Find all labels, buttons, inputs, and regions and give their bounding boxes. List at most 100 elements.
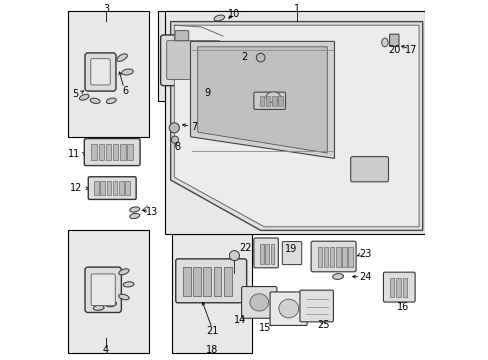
Text: 1: 1	[293, 4, 299, 14]
Bar	[270, 244, 274, 264]
FancyBboxPatch shape	[91, 274, 115, 306]
Text: 11: 11	[68, 149, 81, 159]
FancyBboxPatch shape	[282, 242, 301, 265]
Bar	[113, 144, 118, 160]
Circle shape	[256, 53, 264, 62]
Bar	[68, 11, 149, 137]
Ellipse shape	[106, 98, 116, 104]
Ellipse shape	[129, 207, 140, 212]
Bar	[193, 267, 201, 296]
Polygon shape	[174, 25, 418, 227]
Bar	[203, 267, 211, 296]
Polygon shape	[197, 47, 326, 153]
Bar	[223, 267, 231, 296]
Bar	[172, 234, 251, 353]
Bar	[125, 181, 129, 195]
Bar	[158, 11, 244, 101]
FancyBboxPatch shape	[84, 139, 140, 166]
Text: 10: 10	[227, 9, 239, 19]
Text: 18: 18	[205, 345, 218, 355]
Ellipse shape	[219, 37, 229, 42]
FancyBboxPatch shape	[350, 157, 387, 182]
Bar	[317, 247, 322, 267]
Text: 21: 21	[205, 326, 218, 336]
Text: 9: 9	[204, 87, 210, 98]
Text: 20: 20	[387, 45, 400, 55]
Text: 16: 16	[396, 302, 408, 312]
FancyBboxPatch shape	[85, 267, 121, 312]
Text: 25: 25	[317, 320, 329, 330]
Text: 6: 6	[122, 86, 128, 96]
Ellipse shape	[122, 69, 133, 75]
Bar	[329, 247, 334, 267]
Bar	[395, 278, 400, 297]
Ellipse shape	[123, 282, 134, 287]
Ellipse shape	[214, 15, 224, 21]
Polygon shape	[190, 41, 334, 158]
Bar	[335, 247, 340, 267]
Bar	[260, 96, 264, 106]
Text: 2: 2	[241, 51, 247, 62]
FancyBboxPatch shape	[85, 53, 116, 91]
Text: 5: 5	[72, 89, 78, 99]
FancyBboxPatch shape	[253, 92, 285, 109]
Ellipse shape	[381, 38, 387, 47]
Text: 19: 19	[284, 244, 296, 254]
Ellipse shape	[119, 294, 129, 300]
Text: 22: 22	[239, 243, 251, 253]
Text: 14: 14	[234, 315, 246, 325]
FancyBboxPatch shape	[175, 31, 188, 41]
Circle shape	[171, 136, 178, 143]
Bar	[347, 247, 352, 267]
Bar	[272, 96, 276, 106]
Bar	[402, 278, 407, 297]
FancyBboxPatch shape	[91, 59, 110, 85]
FancyBboxPatch shape	[166, 41, 220, 80]
Bar	[265, 244, 268, 264]
Bar	[342, 247, 346, 267]
Ellipse shape	[93, 305, 104, 310]
Text: 3: 3	[102, 4, 109, 14]
Bar	[127, 144, 133, 160]
Text: 13: 13	[145, 207, 158, 217]
Bar	[99, 144, 104, 160]
Ellipse shape	[80, 94, 89, 100]
Text: 7: 7	[191, 122, 197, 132]
Ellipse shape	[278, 299, 298, 318]
Ellipse shape	[117, 54, 127, 62]
Text: 8: 8	[175, 142, 181, 152]
Bar	[94, 181, 99, 195]
Bar	[260, 244, 263, 264]
Text: 17: 17	[405, 45, 417, 55]
Ellipse shape	[129, 213, 140, 219]
Bar	[165, 11, 424, 234]
FancyBboxPatch shape	[383, 272, 414, 302]
Circle shape	[169, 123, 179, 133]
FancyBboxPatch shape	[253, 238, 278, 268]
Bar	[101, 181, 105, 195]
FancyBboxPatch shape	[299, 290, 333, 322]
Text: 23: 23	[359, 249, 371, 259]
FancyBboxPatch shape	[310, 241, 355, 272]
Bar	[119, 181, 123, 195]
Bar	[113, 181, 117, 195]
Bar	[389, 278, 393, 297]
Text: 24: 24	[359, 272, 371, 282]
Text: 4: 4	[102, 345, 109, 355]
Ellipse shape	[90, 98, 100, 103]
FancyBboxPatch shape	[160, 35, 225, 86]
FancyBboxPatch shape	[269, 292, 306, 325]
Bar	[323, 247, 328, 267]
Ellipse shape	[249, 294, 268, 311]
Bar	[213, 267, 221, 296]
Bar	[68, 230, 149, 353]
Bar	[106, 144, 111, 160]
Ellipse shape	[332, 274, 343, 279]
Bar	[91, 144, 97, 160]
Bar	[278, 96, 282, 106]
FancyBboxPatch shape	[241, 287, 276, 318]
FancyBboxPatch shape	[389, 34, 398, 46]
Bar	[183, 267, 191, 296]
Ellipse shape	[223, 26, 233, 32]
Bar	[106, 181, 111, 195]
